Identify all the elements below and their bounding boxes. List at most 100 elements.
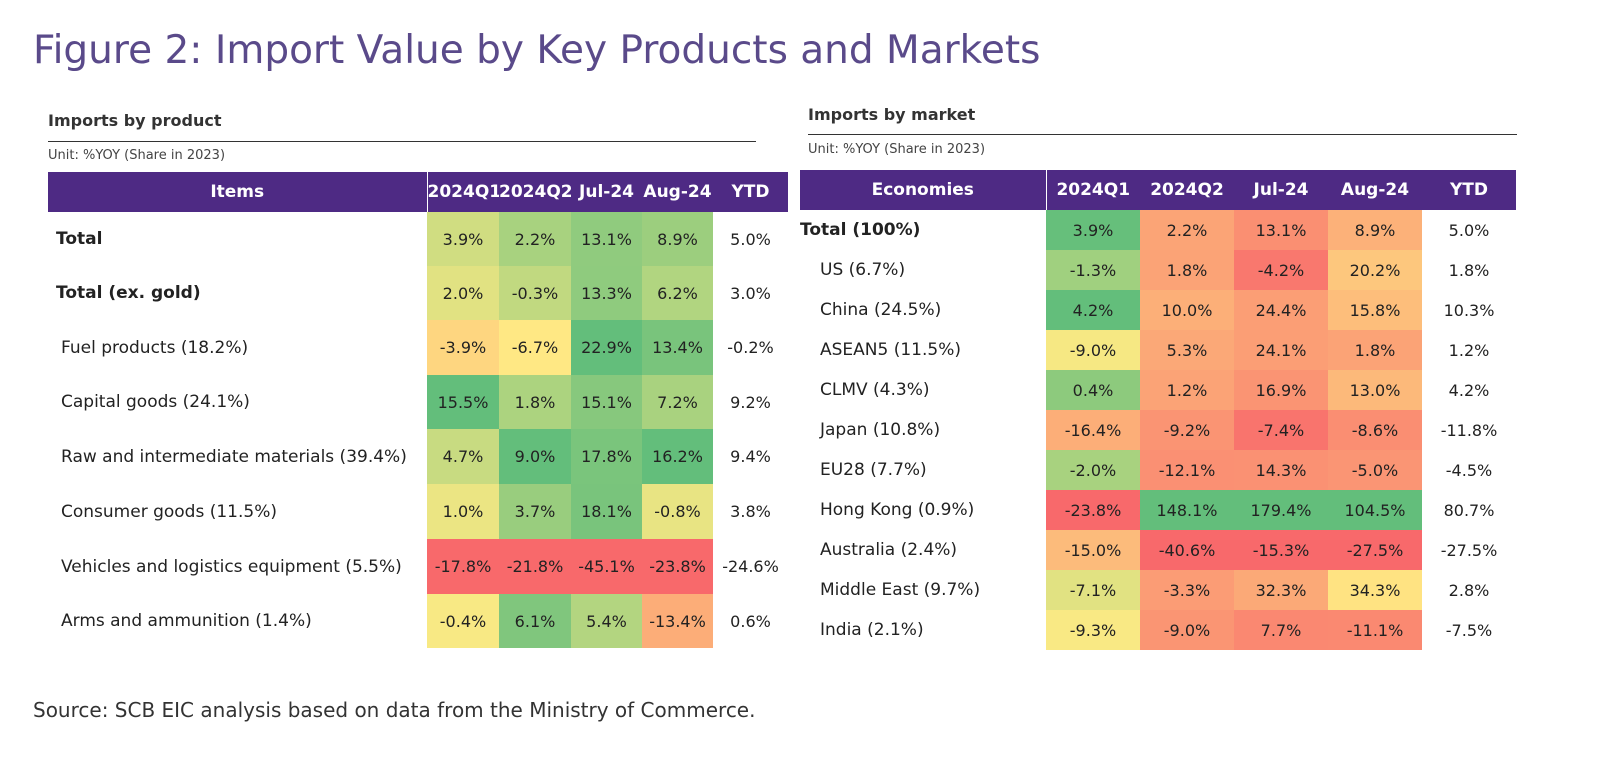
market-ytd-cell: -27.5% [1422,530,1516,570]
product-value-cell: -0.8% [642,484,713,539]
market-value-cell: -9.3% [1046,610,1140,650]
market-col-header: Economies [800,170,1047,210]
product-ytd-cell: 5.0% [713,212,788,266]
market-row-label: Total (100%) [800,220,921,240]
product-value-cell: -21.8% [499,539,571,594]
product-value-cell: 13.4% [642,320,713,375]
product-value-cell: -45.1% [571,539,642,594]
market-value-cell: -9.2% [1140,410,1234,450]
market-value-cell: 14.3% [1234,450,1328,490]
market-value-cell: 32.3% [1234,570,1328,610]
market-value-cell: 24.1% [1234,330,1328,370]
product-value-cell: -13.4% [642,594,713,648]
product-row-label: Fuel products (18.2%) [61,337,249,358]
market-value-cell: -9.0% [1046,330,1140,370]
market-value-cell: 5.3% [1140,330,1234,370]
product-value-cell: 9.0% [499,429,571,484]
product-value-cell: -3.9% [427,320,499,375]
market-value-cell: 2.2% [1140,210,1234,250]
market-value-cell: -16.4% [1046,410,1140,450]
market-row: China (24.5%) 4.2% 10.0% 24.4% 15.8% 10.3% [800,290,1516,330]
product-value-cell: 18.1% [571,484,642,539]
market-row-label: Japan (10.8%) [820,420,941,440]
product-row: Total 3.9% 2.2% 13.1% 8.9% 5.0% [48,212,788,266]
product-ytd-cell: -0.2% [713,320,788,375]
product-row: Total (ex. gold) 2.0% -0.3% 13.3% 6.2% 3.0% [48,266,788,320]
product-value-cell: 5.4% [571,594,642,648]
product-value-cell: 16.2% [642,429,713,484]
market-row-label: ASEAN5 (11.5%) [820,340,961,360]
market-ytd-cell: 80.7% [1422,490,1516,530]
market-row: Total (100%) 3.9% 2.2% 13.1% 8.9% 5.0% [800,210,1516,250]
market-row: Hong Kong (0.9%) -23.8% 148.1% 179.4% 104.5%… [800,490,1516,530]
market-row-label: Middle East (9.7%) [820,580,981,600]
product-header-row: Items 2024Q1 2024Q2 Jul-24 Aug-24 YTD [48,172,788,212]
market-value-cell: 8.9% [1328,210,1422,250]
market-header-row: Economies 2024Q1 2024Q2 Jul-24 Aug-24 YTD [800,170,1516,210]
market-value-cell: -4.2% [1234,250,1328,290]
market-value-cell: 13.1% [1234,210,1328,250]
product-value-cell: 3.9% [427,212,499,266]
market-row-label: US (6.7%) [820,260,906,280]
market-col-header: YTD [1422,170,1516,210]
product-col-header: 2024Q1 [427,172,499,212]
product-value-cell: -23.8% [642,539,713,594]
product-value-cell: 1.8% [499,375,571,429]
product-table: Items 2024Q1 2024Q2 Jul-24 Aug-24 YTD Total 3.… [48,172,788,648]
market-value-cell: 1.2% [1140,370,1234,410]
market-row-label: India (2.1%) [820,620,924,640]
market-row-label: Australia (2.4%) [820,540,958,560]
product-col-header: Jul-24 [571,172,642,212]
market-ytd-cell: -11.8% [1422,410,1516,450]
market-value-cell: 24.4% [1234,290,1328,330]
market-col-header: 2024Q2 [1140,170,1234,210]
product-ytd-cell: -24.6% [713,539,788,594]
product-unit-label: Unit: %YOY (Share in 2023) [48,148,226,163]
product-value-cell: 3.7% [499,484,571,539]
product-value-cell: 2.0% [427,266,499,320]
product-ytd-cell: 0.6% [713,594,788,648]
product-row-label: Vehicles and logistics equipment (5.5%) [61,556,402,577]
market-ytd-cell: 2.8% [1422,570,1516,610]
market-value-cell: -27.5% [1328,530,1422,570]
market-value-cell: -9.0% [1140,610,1234,650]
market-row: Australia (2.4%) -15.0% -40.6% -15.3% -27.5%… [800,530,1516,570]
product-row-label: Capital goods (24.1%) [61,392,250,412]
market-value-cell: 179.4% [1234,490,1328,530]
market-value-cell: 34.3% [1328,570,1422,610]
market-value-cell: -7.4% [1234,410,1328,450]
source-note: Source: SCB EIC analysis based on data f… [33,698,756,722]
product-value-cell: -17.8% [427,539,499,594]
market-row: Middle East (9.7%) -7.1% -3.3% 32.3% 34.3% 2.… [800,570,1516,610]
product-value-cell: 22.9% [571,320,642,375]
market-ytd-cell: 1.8% [1422,250,1516,290]
market-unit-label: Unit: %YOY (Share in 2023) [808,142,986,157]
market-row: US (6.7%) -1.3% 1.8% -4.2% 20.2% 1.8% [800,250,1516,290]
product-value-cell: -0.4% [427,594,499,648]
market-table: Economies 2024Q1 2024Q2 Jul-24 Aug-24 YTD Tot… [800,170,1516,650]
product-value-cell: 6.1% [499,594,571,648]
product-value-cell: 4.7% [427,429,499,484]
product-col-header: Aug-24 [642,172,713,212]
market-value-cell: -12.1% [1140,450,1234,490]
product-row: Consumer goods (11.5%) 1.0% 3.7% 18.1% -0.8%… [48,484,788,539]
market-row: India (2.1%) -9.3% -9.0% 7.7% -11.1% -7.5% [800,610,1516,650]
market-row-label: CLMV (4.3%) [820,380,930,400]
product-ytd-cell: 3.8% [713,484,788,539]
product-value-cell: 1.0% [427,484,499,539]
product-value-cell: 15.1% [571,375,642,429]
product-value-cell: 6.2% [642,266,713,320]
market-col-header: Aug-24 [1328,170,1422,210]
market-row-label: Hong Kong (0.9%) [820,500,975,520]
market-row: EU28 (7.7%) -2.0% -12.1% 14.3% -5.0% -4.5% [800,450,1516,490]
market-table-body: Total (100%) 3.9% 2.2% 13.1% 8.9% 5.0% US (6.7… [800,210,1516,650]
market-col-header: 2024Q1 [1046,170,1140,210]
product-value-cell: 7.2% [642,375,713,429]
figure-title: Figure 2: Import Value by Key Products a… [33,28,1041,73]
market-value-cell: -8.6% [1328,410,1422,450]
market-value-cell: 7.7% [1234,610,1328,650]
product-value-cell: 13.1% [571,212,642,266]
product-row: Vehicles and logistics equipment (5.5%) -… [48,539,788,594]
market-ytd-cell: -4.5% [1422,450,1516,490]
market-value-cell: 148.1% [1140,490,1234,530]
